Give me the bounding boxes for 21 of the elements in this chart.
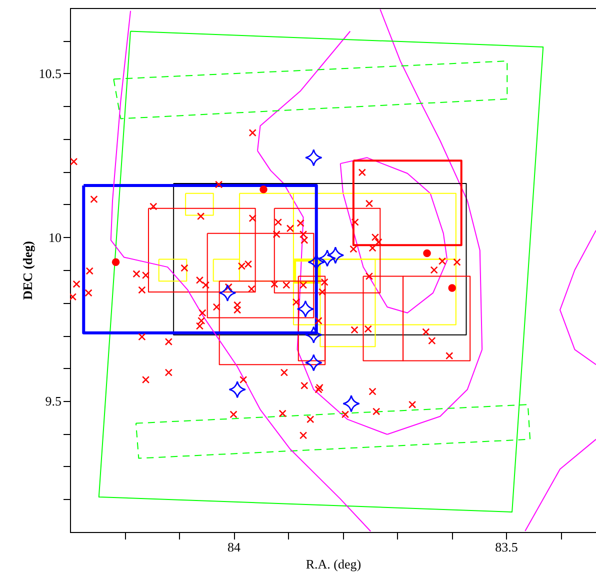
point [304,326,322,344]
x-axis-title: R.A. (deg) [306,556,362,572]
y-tick-label: 10 [48,230,62,245]
point [112,258,120,266]
x-tick-label: 83.5 [495,540,518,554]
point [228,380,246,398]
point [326,246,344,264]
point [448,284,456,292]
point [423,249,431,258]
point [296,300,314,318]
point [342,394,360,412]
point [218,284,236,302]
point [318,250,336,267]
line-series [110,10,371,532]
point [304,148,322,166]
point [304,354,322,372]
y-axis-title: DEC (deg) [20,241,35,300]
point [260,186,268,194]
y-tick-label: 9.5 [45,394,62,408]
x-tick-label: 84 [228,540,242,554]
y-tick-label: 10.5 [38,66,62,81]
